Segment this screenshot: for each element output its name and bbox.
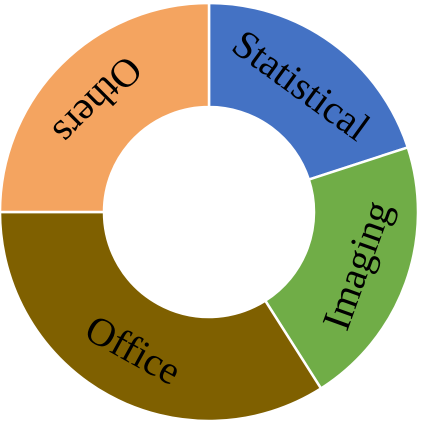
slice-others <box>0 1 211 214</box>
slice-office <box>0 210 323 423</box>
slice-statistical <box>207 1 410 182</box>
slice-imaging <box>263 145 420 391</box>
